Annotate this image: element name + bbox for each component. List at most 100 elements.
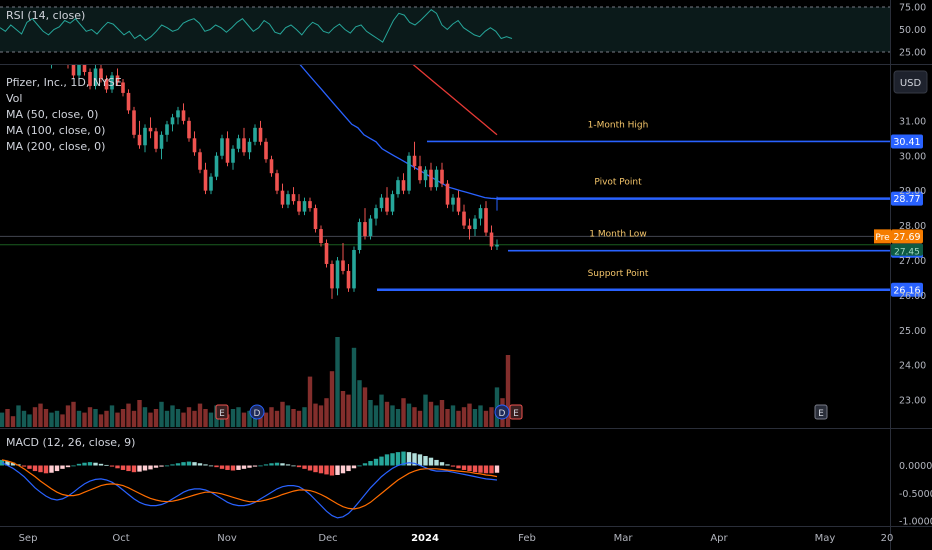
candle-body <box>462 211 466 226</box>
dividend-marker[interactable] <box>494 404 510 420</box>
macd-hist-bar <box>439 462 445 466</box>
price-tick-label: 23.00 <box>899 396 926 407</box>
volume-bar <box>439 400 445 427</box>
candle-body <box>77 65 81 76</box>
volume-bar <box>329 371 335 427</box>
event-marker-label: D <box>254 409 261 419</box>
volume-bar <box>109 405 115 427</box>
volume-bar <box>324 398 329 427</box>
candle-body <box>363 222 367 237</box>
macd-tick-label: -0.5000 <box>899 489 932 500</box>
volume-bar <box>247 410 252 427</box>
candle-body <box>236 138 241 149</box>
candle-body <box>390 194 395 212</box>
volume-bar <box>126 403 131 427</box>
volume-bar <box>423 394 428 427</box>
volume-bar <box>445 409 450 427</box>
candles-layer <box>51 65 499 299</box>
volume-bar <box>181 412 186 427</box>
candle-body <box>93 68 98 86</box>
macd-hist-bar <box>445 464 450 466</box>
pre-badge-value: 27.69 <box>893 232 920 243</box>
candle-body <box>88 71 92 86</box>
volume-bar <box>335 337 340 427</box>
volume-bar <box>170 405 175 427</box>
candle-body <box>330 263 334 289</box>
level-price-badge <box>891 191 923 206</box>
candle-body <box>341 260 345 271</box>
candle-body <box>429 169 433 188</box>
earnings-marker[interactable] <box>814 404 828 420</box>
volume-bar <box>21 410 27 427</box>
volume-bar <box>263 412 269 427</box>
dividend-marker[interactable] <box>249 404 265 420</box>
earnings-marker[interactable] <box>509 404 523 420</box>
candle-body <box>478 208 483 219</box>
macd-hist-bar <box>219 465 225 469</box>
candle-body <box>473 218 477 230</box>
volume-bar <box>351 347 357 427</box>
pre-badge-tag <box>874 229 891 244</box>
candle-body <box>132 110 136 135</box>
macd-hist-bar <box>401 451 406 466</box>
volume-bar <box>76 410 82 427</box>
macd-hist-bar <box>269 463 274 466</box>
volume-bar <box>467 403 472 427</box>
rsi-layer <box>0 9 513 43</box>
macd-hist-bar <box>225 465 230 470</box>
currency-button[interactable] <box>893 70 928 94</box>
macd-hist-bar <box>274 462 280 466</box>
volume-bar <box>390 405 395 427</box>
macd-hist-bar <box>186 461 192 466</box>
volume-bar <box>291 409 296 427</box>
macd-hist-bar <box>71 465 76 467</box>
volume-layer <box>0 337 511 427</box>
macd-hist-bar <box>43 465 49 474</box>
volume-bar <box>164 410 170 427</box>
macd-hist-bar <box>346 465 351 472</box>
volume-bar <box>153 409 159 427</box>
candle-body <box>187 120 191 139</box>
earnings-marker[interactable] <box>215 404 229 420</box>
macd-hist-bar <box>175 463 181 466</box>
candle-body <box>440 169 444 184</box>
macd-hist-bar <box>104 464 109 466</box>
volume-bar <box>225 414 230 427</box>
candle-body <box>181 110 186 121</box>
volume-bar <box>450 405 456 427</box>
volume-bar <box>175 409 181 427</box>
macd-hist-bar <box>362 463 368 466</box>
volume-bar <box>120 409 126 427</box>
volume-bar <box>5 409 10 427</box>
axis-layer: 75.00 50.00 25.00 31.00 30.00 29.00 28.00 27.00… <box>19 3 932 545</box>
macd-hist-bar <box>489 465 494 474</box>
volume-bar <box>472 409 478 427</box>
candle-body <box>269 159 274 174</box>
volume-bar <box>159 401 164 427</box>
volume-bar <box>406 403 412 427</box>
macd-hist-bar <box>357 465 362 467</box>
volume-bar <box>362 387 368 427</box>
volume-bar <box>505 355 511 427</box>
level-price-badge <box>891 134 923 149</box>
candle-body <box>280 190 285 205</box>
price-tick-label: 26.00 <box>899 291 926 302</box>
rsi-tick-label: 75.00 <box>899 3 926 14</box>
volume-bar <box>434 405 439 427</box>
macd-hist-bar <box>49 465 54 473</box>
symbol-title[interactable]: Pfizer, Inc., 1D, NYSE <box>6 76 122 89</box>
macd-hist-bar <box>324 465 329 475</box>
rsi-tick-label: 25.00 <box>899 48 926 59</box>
macd-tick-label: -1.0000 <box>899 517 932 528</box>
macd-hist-bar <box>208 465 214 467</box>
candle-body <box>396 180 400 195</box>
candle-body <box>489 232 494 247</box>
pre-badge <box>891 229 923 244</box>
volume-bar <box>71 401 76 427</box>
x-tick-label: May <box>815 533 836 544</box>
rsi-band <box>0 7 890 52</box>
volume-bar <box>27 414 32 427</box>
macd-hist-bar <box>368 461 373 466</box>
candle-body <box>220 138 224 156</box>
candle-body <box>346 270 351 289</box>
